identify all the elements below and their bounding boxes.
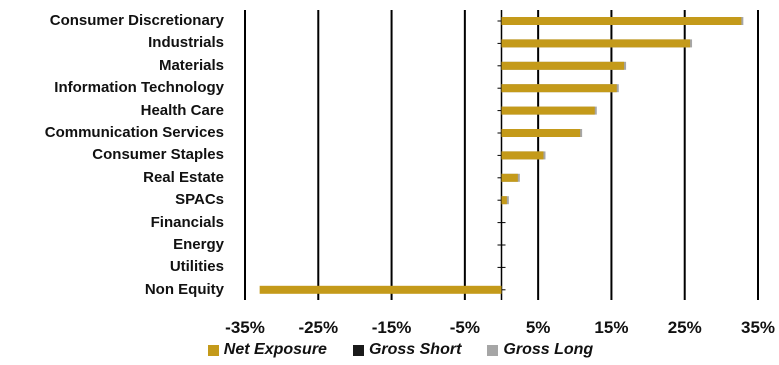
legend-swatch-gross-short bbox=[352, 344, 364, 356]
x-tick-label: -35% bbox=[225, 318, 265, 337]
legend-swatch-net-exposure bbox=[207, 344, 219, 356]
category-label: Utilities bbox=[169, 258, 224, 276]
x-tick-label: 15% bbox=[594, 318, 629, 337]
x-tick-label: 35% bbox=[740, 318, 776, 337]
bar-net-exposure bbox=[501, 84, 617, 93]
category-label: Non Equity bbox=[144, 280, 224, 298]
bar-net-exposure bbox=[501, 196, 507, 205]
bar-net-exposure bbox=[259, 285, 502, 294]
legend-swatch-gross-long bbox=[487, 344, 499, 356]
category-label: SPACs bbox=[175, 191, 224, 209]
category-label: Consumer Staples bbox=[92, 146, 224, 164]
x-tick-label: -25% bbox=[298, 318, 339, 337]
category-label: Materials bbox=[158, 56, 224, 74]
bar-net-exposure bbox=[501, 17, 742, 25]
bar-net-exposure bbox=[501, 173, 518, 182]
bar-net-exposure bbox=[501, 151, 544, 160]
bar-net-exposure bbox=[501, 106, 595, 115]
category-label: Consumer Discretionary bbox=[49, 12, 224, 29]
category-label: Information Technology bbox=[54, 79, 224, 97]
x-tick-label: -15% bbox=[371, 318, 412, 337]
category-label: Energy bbox=[173, 236, 224, 253]
bar-net-exposure bbox=[501, 39, 691, 48]
category-label: Industrials bbox=[148, 34, 224, 52]
bar-net-exposure bbox=[501, 129, 581, 137]
legend-label-gross-short: Gross Short bbox=[368, 341, 462, 358]
legend-item-gross-short: Gross Short bbox=[352, 340, 462, 360]
x-tick-label: -5% bbox=[449, 318, 480, 337]
legend-item-gross-long: Gross Long bbox=[487, 340, 593, 360]
category-label: Health Care bbox=[140, 101, 224, 119]
legend: Net Exposure Gross Short Gross Long bbox=[0, 340, 779, 360]
legend-label-net-exposure: Net Exposure bbox=[223, 341, 327, 358]
x-tick-label: 25% bbox=[667, 318, 702, 337]
category-label: Financials bbox=[150, 213, 224, 231]
x-tick-label: 5% bbox=[525, 318, 551, 337]
category-label: Real Estate bbox=[143, 168, 224, 186]
legend-label-gross-long: Gross Long bbox=[503, 341, 594, 358]
bar-net-exposure bbox=[501, 61, 625, 70]
category-label: Communication Services bbox=[44, 124, 224, 141]
legend-item-net-exposure: Net Exposure bbox=[207, 340, 327, 360]
